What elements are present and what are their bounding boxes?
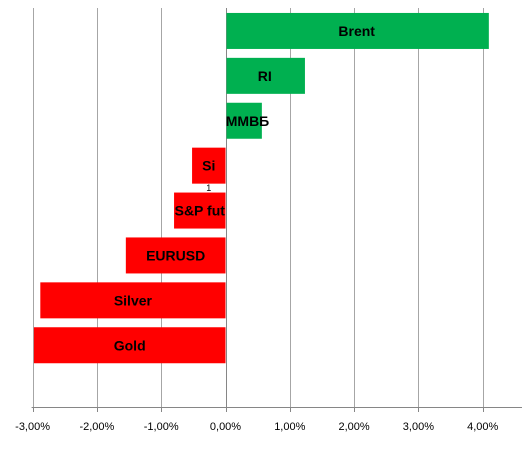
annotation-label: 1 — [206, 183, 211, 193]
bar-label: Gold — [114, 337, 146, 353]
x-tick-label: 0,00% — [210, 421, 241, 433]
x-axis: -3,00% -2,00% -1,00% 0,00% 1,00% 2,00% 3,00% 4,… — [15, 407, 522, 433]
bar-label: EURUSD — [146, 247, 205, 263]
x-tick-label: 4,00% — [467, 421, 498, 433]
x-tick-label: -2,00% — [79, 421, 114, 433]
bar — [125, 237, 226, 274]
bar-label: Silver — [114, 292, 153, 308]
x-tick-label: -3,00% — [15, 421, 50, 433]
bar — [226, 102, 262, 139]
bar — [174, 192, 226, 229]
bar-label: ММВБ — [226, 113, 270, 129]
x-tick-label: 2,00% — [338, 421, 369, 433]
bar — [226, 12, 489, 49]
bar-label: S&P fut — [175, 203, 226, 219]
bars — [33, 12, 489, 364]
x-tick-label: 1,00% — [274, 421, 305, 433]
bar — [33, 327, 226, 364]
bar-label: RI — [258, 68, 272, 84]
bar-labels: Brent RI ММВБ Si S&P fut EURUSD Silver Gold 1 — [114, 23, 376, 353]
bar — [226, 57, 305, 94]
x-tick-label: -1,00% — [144, 421, 179, 433]
x-tick-label: 3,00% — [403, 421, 434, 433]
bar — [192, 147, 226, 184]
bar-label: Si — [202, 158, 215, 174]
bar-label: Brent — [338, 23, 375, 39]
bar — [40, 282, 226, 319]
